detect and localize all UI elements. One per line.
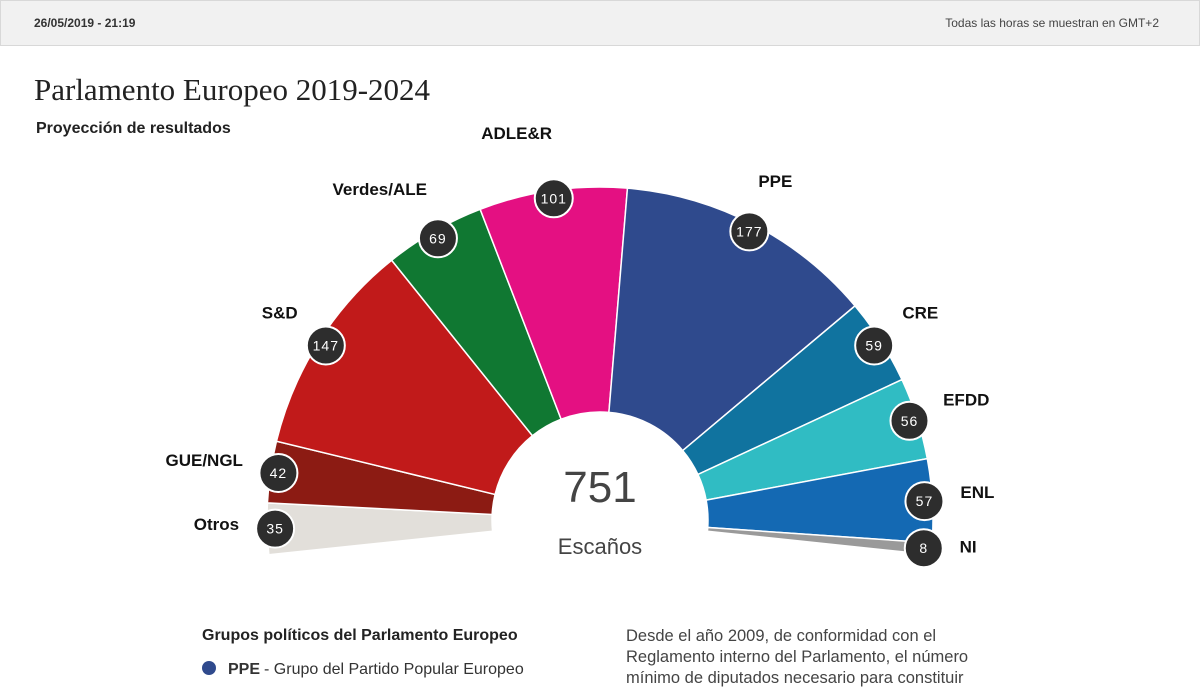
party-name: EFDD <box>943 391 989 410</box>
chart-subtitle: Proyección de resultados <box>36 120 231 137</box>
timezone-note: Todas las horas se muestran en GMT+2 <box>945 16 1159 30</box>
seat-count: 8 <box>919 540 928 556</box>
legend-title: Grupos políticos del Parlamento Europeo <box>202 627 518 644</box>
total-label: Escaños <box>558 534 642 559</box>
chart: 35 Otros 42 GUE/NGL 147 S&D 69 Verdes/ALE 101 ADL… <box>165 123 995 600</box>
legend-abbr: PPE <box>228 661 261 678</box>
seat-count: 56 <box>901 413 919 429</box>
seat-badge <box>305 325 346 366</box>
top-bar: 26/05/2019 - 21:19 Todas las horas se mu… <box>0 0 1200 46</box>
seat-badge <box>889 400 930 441</box>
seat-badge <box>417 218 458 259</box>
seat-count: 35 <box>266 521 284 537</box>
seat-badge <box>854 325 895 366</box>
seat-count: 147 <box>313 337 339 353</box>
seat-badge <box>903 528 944 569</box>
seat-count: 177 <box>736 223 762 239</box>
legend-name: - Grupo del Partido Popular Europeo <box>264 661 524 678</box>
party-name: NI <box>960 538 977 557</box>
chart-title: Parlamento Europeo 2019-2024 <box>34 72 431 107</box>
total-seats: 751 <box>563 463 636 512</box>
party-name: ENL <box>960 483 994 502</box>
seat-badge <box>904 481 945 522</box>
seat-badge <box>729 211 770 252</box>
legend-item: PPE - Grupo del Partido Popular Europeo <box>202 661 582 679</box>
party-name: PPE <box>758 172 792 191</box>
party-name: ADLE&R <box>481 124 552 143</box>
seat-count: 101 <box>541 190 567 206</box>
seat-badge <box>255 508 296 549</box>
party-name: GUE/NGL <box>165 451 242 470</box>
legend-dot <box>202 661 216 675</box>
paragraph: Desde el año 2009, de conformidad con el… <box>626 627 969 687</box>
seat-segment <box>608 187 857 452</box>
seat-segment <box>275 259 534 496</box>
date: 26/05/2019 - 21:19 <box>34 16 136 30</box>
seat-badge <box>533 178 574 219</box>
party-name: S&D <box>262 304 298 323</box>
party-name: Verdes/ALE <box>332 180 427 199</box>
party-name: CRE <box>902 304 938 323</box>
seat-count: 57 <box>916 493 934 509</box>
party-name: Otros <box>194 515 239 534</box>
legend: Grupos políticos del Parlamento Europeo … <box>202 627 582 679</box>
seat-count: 59 <box>865 337 883 353</box>
center-hole <box>493 413 707 600</box>
seat-badge <box>258 452 299 493</box>
seat-count: 69 <box>429 230 447 246</box>
seat-count: 42 <box>270 465 288 481</box>
